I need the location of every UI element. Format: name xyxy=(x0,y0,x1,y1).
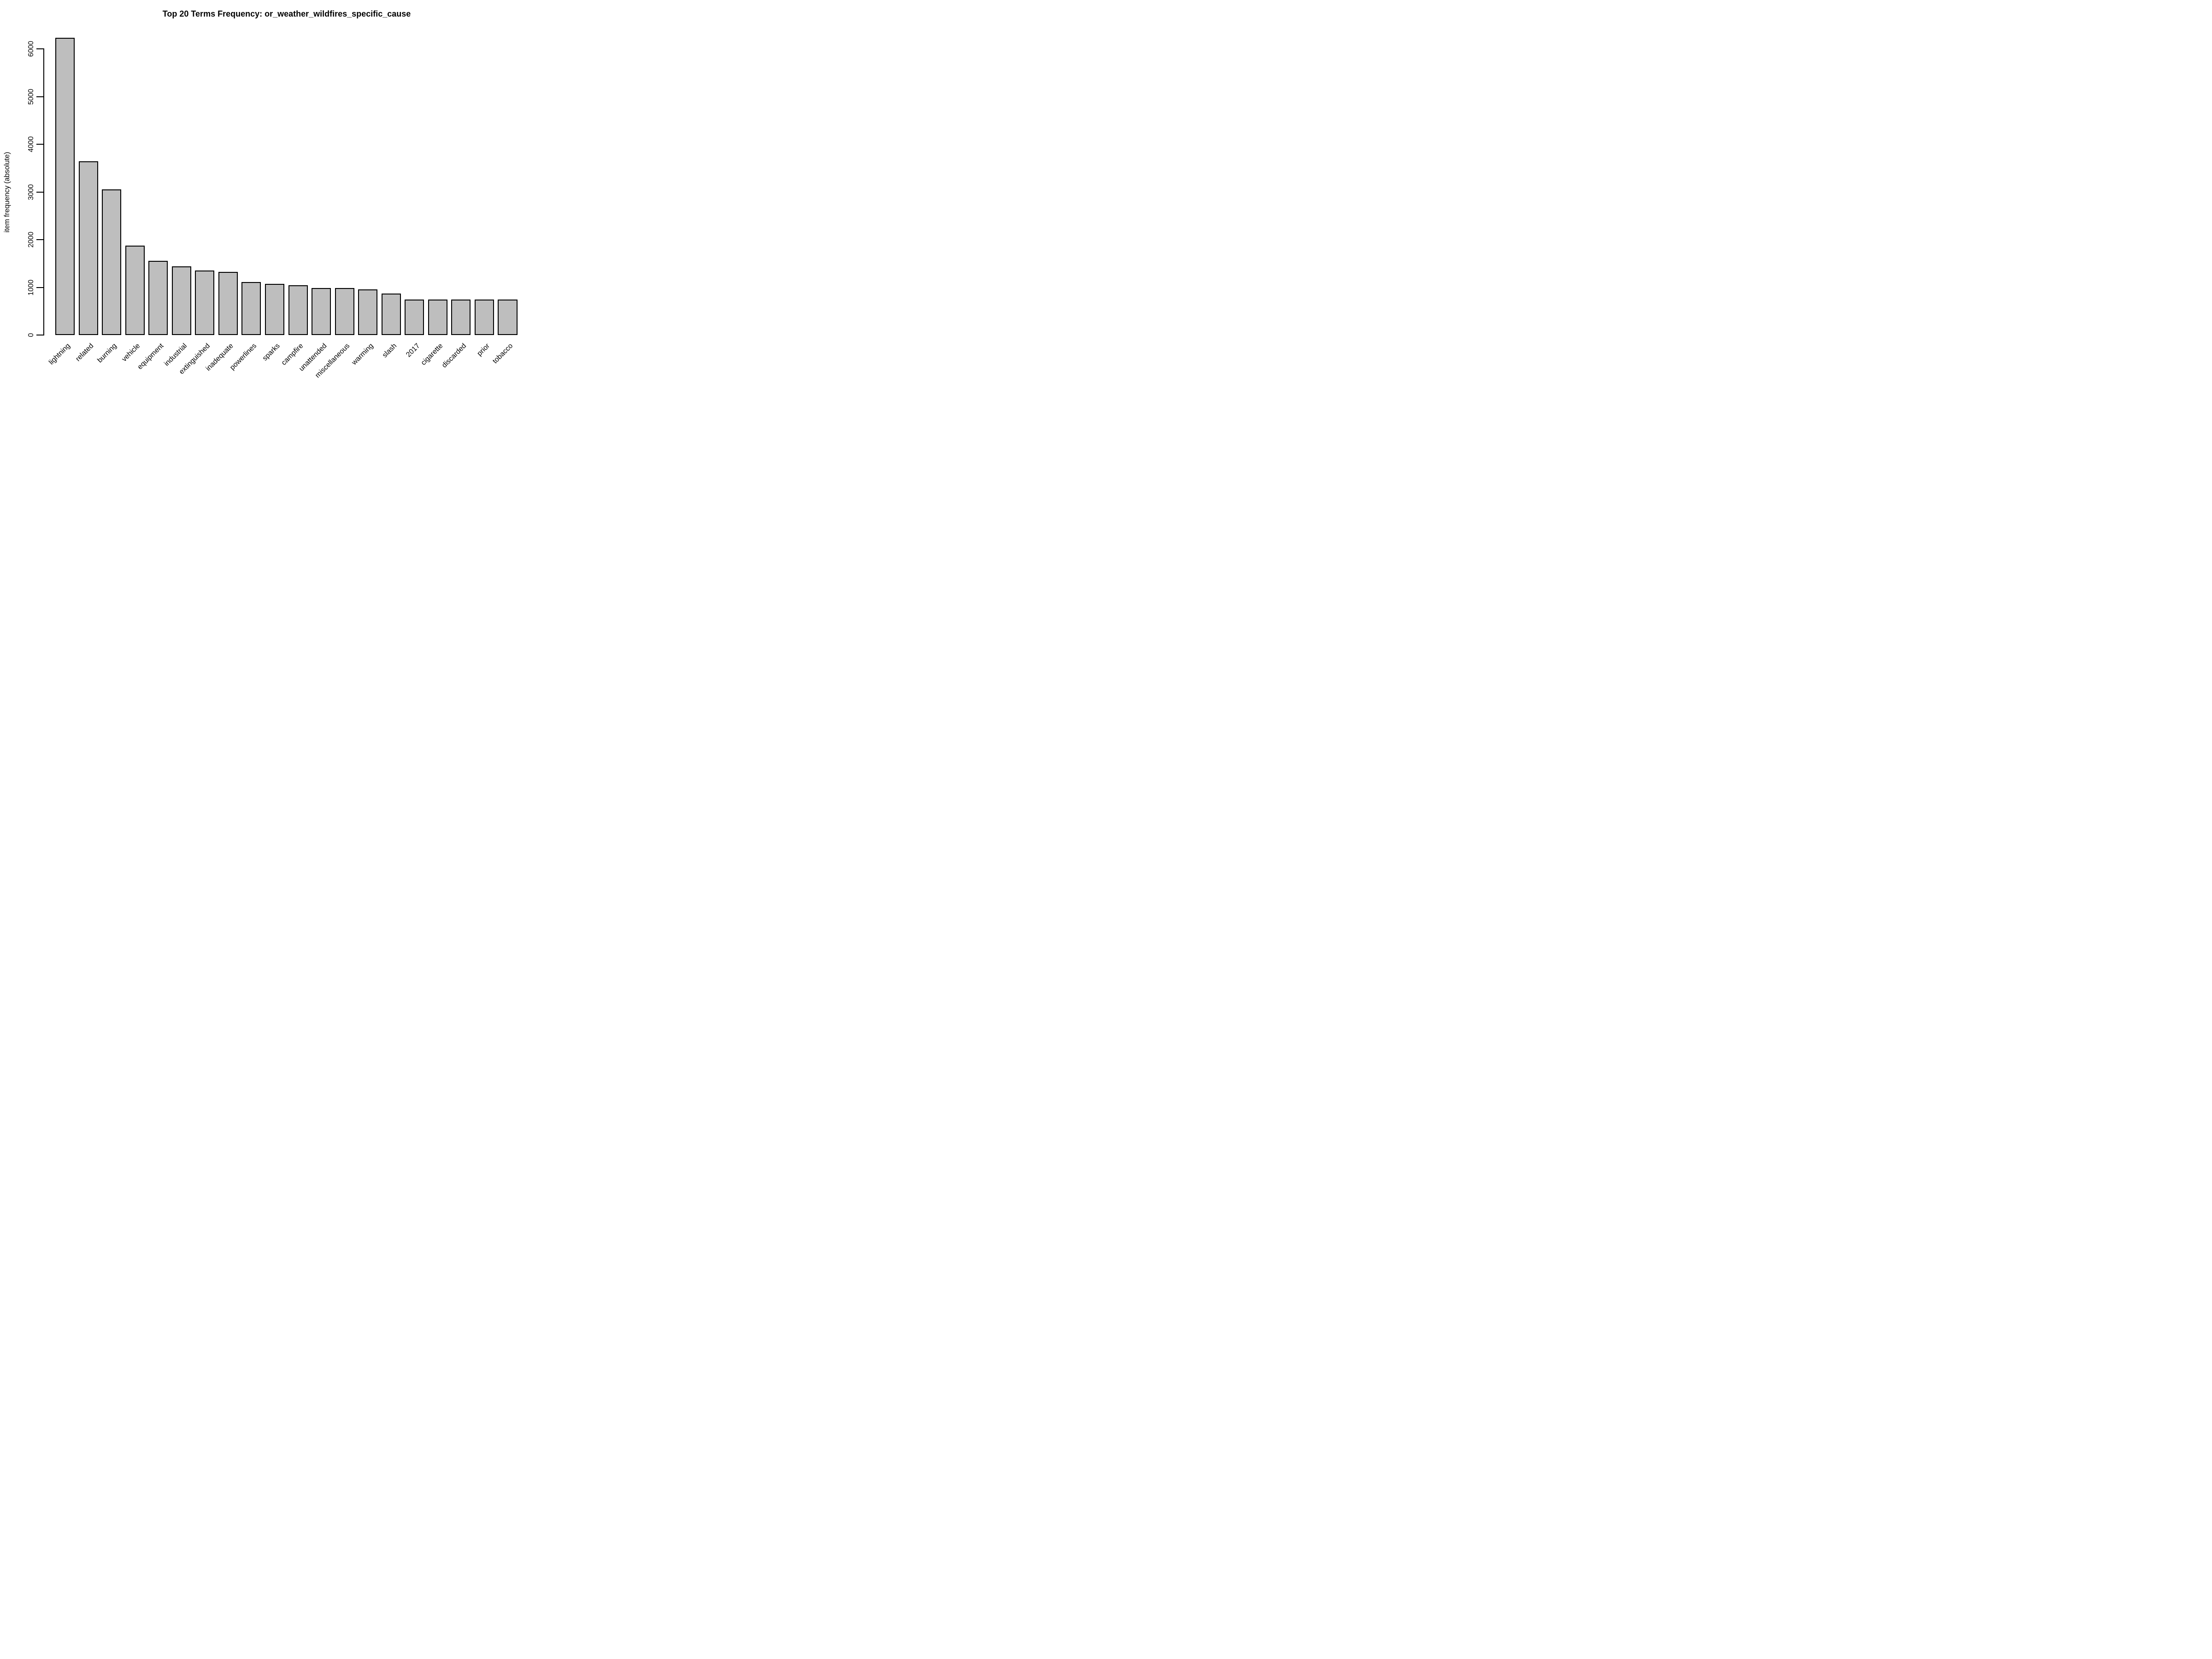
x-tick-label: warming xyxy=(350,342,375,367)
x-tick-label: lightning xyxy=(47,342,72,366)
y-tick xyxy=(36,287,43,288)
bar xyxy=(381,294,401,335)
x-tick-label: 2017 xyxy=(404,342,422,359)
bar xyxy=(195,270,215,335)
bar xyxy=(474,299,494,335)
bar xyxy=(78,161,98,335)
x-tick-label: tobacco xyxy=(491,342,515,365)
y-tick xyxy=(36,144,43,145)
bar xyxy=(428,299,447,335)
chart-title: Top 20 Terms Frequency: or_weather_wildf… xyxy=(162,9,411,18)
bar xyxy=(405,299,424,335)
bar xyxy=(125,245,145,335)
y-axis-line xyxy=(43,48,44,336)
bar xyxy=(148,260,168,335)
y-tick-label: 1000 xyxy=(27,279,35,295)
x-tick-label: slash xyxy=(381,342,398,359)
x-tick-label: burning xyxy=(96,342,119,365)
bar xyxy=(451,299,471,335)
bar xyxy=(241,282,261,335)
y-tick xyxy=(36,191,43,193)
x-tick-label: vehicle xyxy=(120,342,142,364)
y-tick-label: 5000 xyxy=(27,88,35,105)
y-tick-label: 6000 xyxy=(27,41,35,57)
bar xyxy=(335,288,354,335)
x-tick-label: related xyxy=(74,342,95,363)
bar xyxy=(218,272,238,335)
bar xyxy=(498,299,518,335)
bar xyxy=(358,289,378,335)
y-axis-label: item frequency (absolute) xyxy=(3,152,11,233)
bar xyxy=(55,38,75,335)
y-tick-label: 3000 xyxy=(27,184,35,200)
y-tick-label: 2000 xyxy=(27,231,35,248)
bar xyxy=(288,285,308,335)
bar xyxy=(171,266,191,335)
x-tick-label: discarded xyxy=(440,342,468,370)
y-tick xyxy=(36,48,43,49)
y-tick-label: 4000 xyxy=(27,136,35,153)
bar xyxy=(312,288,331,335)
bar xyxy=(102,189,122,335)
bar xyxy=(265,284,285,335)
x-tick-label: sparks xyxy=(261,342,282,363)
x-tick-label: prior xyxy=(476,342,491,358)
y-tick xyxy=(36,239,43,241)
y-tick xyxy=(36,96,43,97)
y-tick-label: 0 xyxy=(27,333,35,337)
